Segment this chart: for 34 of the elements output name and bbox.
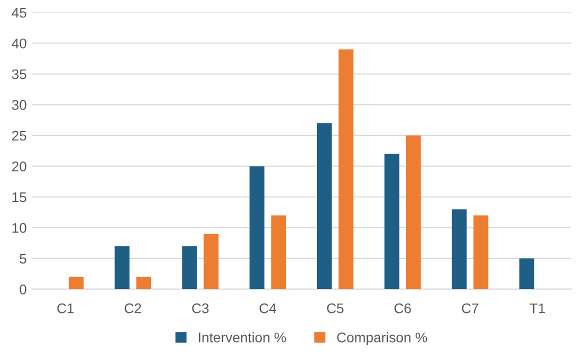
- bar: [406, 135, 421, 290]
- x-tick-label: C7: [462, 303, 478, 314]
- y-tick-label: 0: [20, 284, 26, 294]
- bar: [316, 123, 332, 290]
- y-tick-label: 5: [20, 254, 26, 264]
- bar: [338, 49, 354, 290]
- legend-label: Intervention %: [198, 332, 286, 342]
- x-tick-label: C5: [327, 303, 344, 314]
- bar: [136, 276, 152, 290]
- bar: [452, 209, 467, 290]
- y-tick-label: 45: [12, 8, 26, 18]
- y-tick-label: 15: [12, 192, 26, 202]
- x-tick-label: C4: [260, 303, 276, 314]
- y-tick-label: 25: [12, 130, 26, 141]
- x-tick-label: C1: [57, 303, 74, 314]
- x-tick-label: C3: [192, 303, 209, 314]
- bar: [271, 215, 286, 290]
- x-tick-label: C6: [394, 303, 411, 314]
- bar: [204, 234, 219, 290]
- bar: [250, 166, 264, 290]
- bar: [473, 215, 488, 290]
- bar: [384, 154, 400, 290]
- y-tick-label: 10: [12, 223, 26, 233]
- bar: [114, 246, 130, 290]
- bar: [182, 246, 197, 290]
- bar: [68, 276, 84, 290]
- y-tick-label: 30: [12, 100, 26, 110]
- y-tick-label: 35: [12, 69, 26, 80]
- bar: [519, 258, 534, 290]
- legend-label: Comparison %: [337, 332, 428, 346]
- y-tick-label: 20: [12, 162, 26, 172]
- x-tick-label: C2: [124, 303, 142, 314]
- y-tick-label: 40: [12, 38, 26, 48]
- x-tick-label: T1: [530, 304, 545, 314]
